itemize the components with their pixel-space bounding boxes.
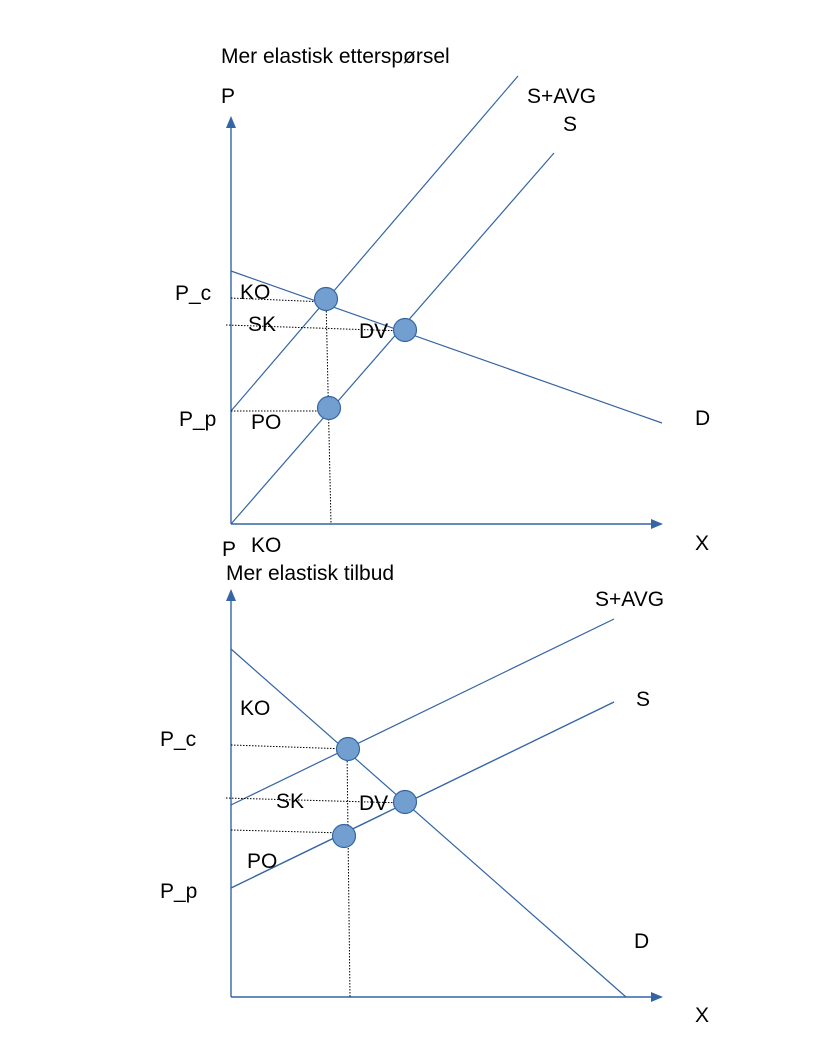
bottom-supply-tax-label: S+AVG xyxy=(595,588,664,611)
top-x-axis-label: X xyxy=(695,532,709,555)
top-sk-label: SK xyxy=(248,313,276,336)
bottom-pp-label: P_p xyxy=(160,880,197,903)
top-panel: Mer elastisk etterspørsel P S+AVG S D P_… xyxy=(175,45,710,557)
bottom-pp-guide xyxy=(230,829,345,834)
bottom-panel: P Mer elastisk tilbud S+AVG S D KO P_c S… xyxy=(160,538,709,1027)
top-ko-axis-label: KO xyxy=(251,534,281,557)
bottom-point-tax-equilibrium xyxy=(335,736,361,762)
top-supply-label: S xyxy=(563,113,577,136)
bottom-po-label: PO xyxy=(247,850,277,873)
top-ko-label: KO xyxy=(240,281,270,304)
bottom-demand-label: D xyxy=(634,930,649,953)
top-y-axis-label: P xyxy=(221,85,235,108)
top-pc-label: P_c xyxy=(175,282,211,305)
top-demand-line xyxy=(230,270,663,424)
bottom-x-axis-label: X xyxy=(695,1004,709,1027)
bottom-ko-label: KO xyxy=(240,697,270,720)
bottom-supply-line xyxy=(230,701,615,889)
top-po-label: PO xyxy=(251,411,281,434)
top-supply-tax-line xyxy=(230,75,519,412)
bottom-pc-guide xyxy=(230,744,349,750)
top-supply-tax-label: S+AVG xyxy=(527,85,596,108)
bottom-pc-label: P_c xyxy=(160,728,196,751)
top-title: Mer elastisk etterspørsel xyxy=(221,45,450,68)
bottom-y-axis-label: P xyxy=(222,538,236,561)
bottom-supply-label: S xyxy=(636,688,650,711)
top-pc-guide xyxy=(230,297,327,303)
bottom-dv-label: DV xyxy=(359,792,388,815)
top-point-equilibrium xyxy=(392,317,418,343)
bottom-supply-tax-line xyxy=(230,618,615,806)
bottom-point-producer-price xyxy=(331,823,357,849)
top-point-producer-price xyxy=(316,395,342,421)
bottom-demand-line xyxy=(230,648,627,998)
bottom-point-equilibrium xyxy=(392,789,418,815)
top-pp-label: P_p xyxy=(179,408,216,431)
bottom-title: Mer elastisk tilbud xyxy=(226,562,394,585)
top-point-tax-equilibrium xyxy=(313,286,339,312)
top-eq-guide xyxy=(225,324,405,332)
top-demand-label: D xyxy=(695,407,710,430)
top-dv-label: DV xyxy=(359,320,388,343)
bottom-sk-label: SK xyxy=(276,790,304,813)
top-supply-line xyxy=(230,152,555,525)
bottom-vertical-guide xyxy=(346,748,351,998)
